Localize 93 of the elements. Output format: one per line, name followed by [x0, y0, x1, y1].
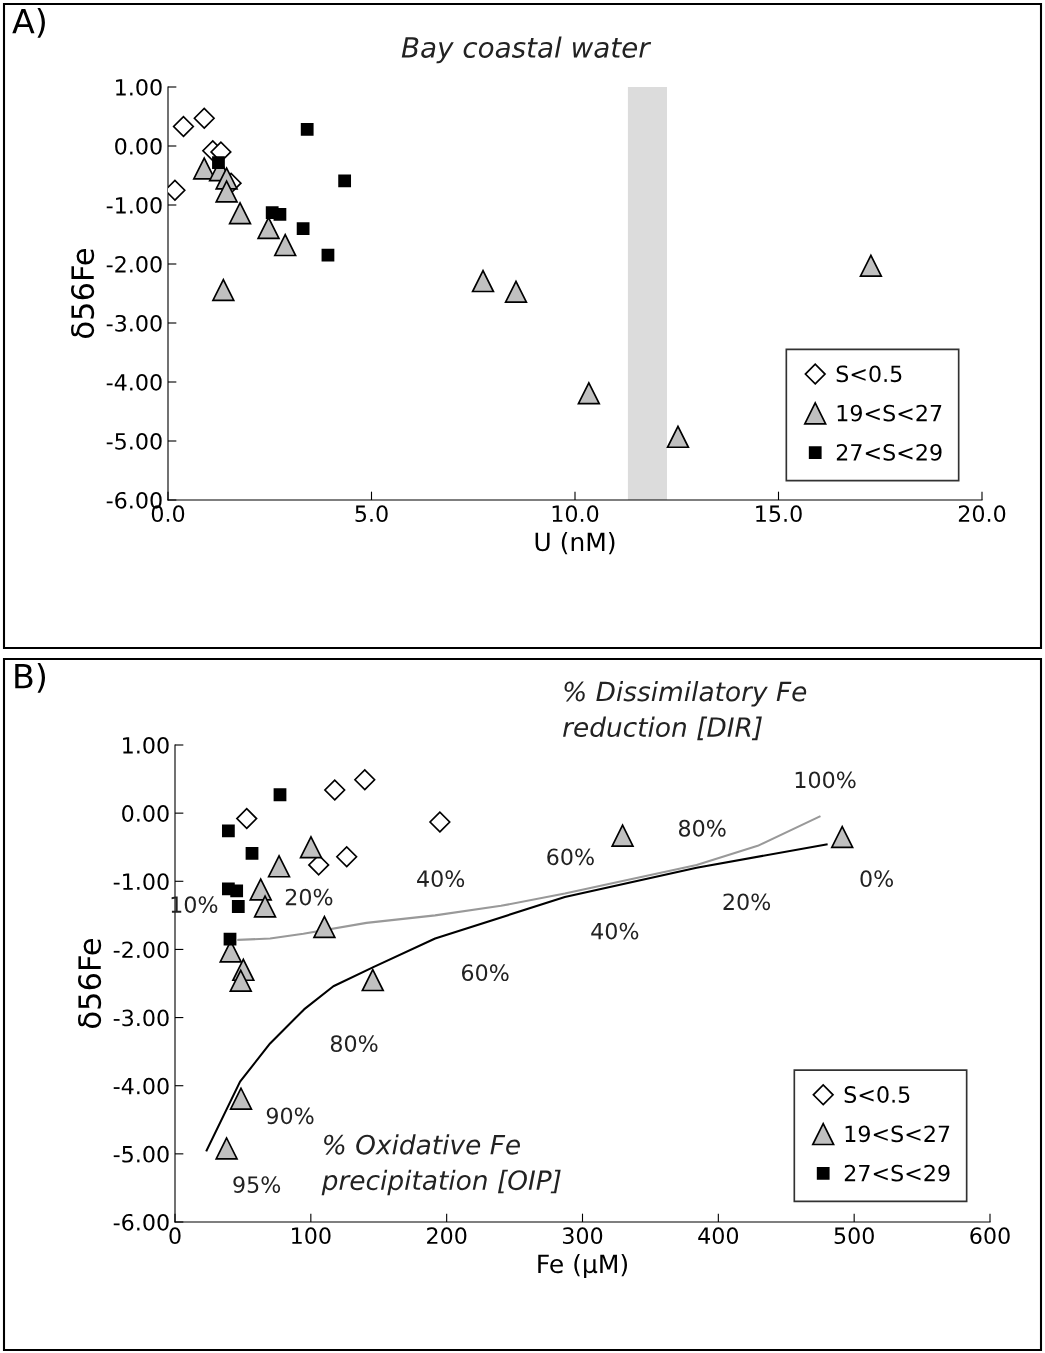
point	[215, 1137, 238, 1160]
point	[172, 115, 195, 138]
point	[236, 807, 258, 830]
point	[324, 779, 346, 801]
x-tick-label: 500	[834, 1227, 874, 1245]
x-tick-label: 600	[970, 1227, 1010, 1245]
x-tick-label: 0	[169, 1227, 181, 1245]
y-tick-label: -6.00	[113, 1213, 169, 1231]
chart-title: A)	[12, 8, 45, 38]
point	[338, 174, 352, 188]
x-axis-title: Fe (µM)	[538, 1253, 628, 1279]
point	[253, 895, 277, 918]
y-tick-label: -1.00	[113, 873, 169, 891]
x-tick-label: 5.0	[355, 505, 388, 523]
point	[228, 202, 252, 225]
point	[859, 254, 883, 278]
annotation: 20%	[285, 888, 333, 906]
annotation: 60%	[547, 848, 594, 866]
point	[230, 884, 244, 898]
y-axis-title: δ56Fe	[71, 248, 95, 338]
point	[215, 180, 238, 203]
point	[321, 248, 335, 262]
point	[273, 208, 287, 221]
legend-label: 27<S<29	[836, 443, 942, 461]
point	[577, 381, 601, 405]
legend-label: 27<S<29	[844, 1164, 950, 1182]
text: % Dissimilatory Fe reduction [DIR]	[563, 681, 807, 741]
point	[830, 825, 854, 849]
x-tick-label: 15.0	[756, 505, 802, 523]
y-tick-label: 1.00	[123, 736, 169, 754]
band-label: Bay coastal water	[401, 36, 652, 64]
x-tick-label: 20.0	[958, 505, 1006, 523]
annotation: 80%	[330, 1035, 378, 1052]
y-tick-label: -2.00	[113, 941, 169, 959]
point	[229, 1087, 253, 1110]
point	[666, 425, 690, 449]
point	[354, 769, 376, 791]
x-tick-label: 400	[698, 1227, 739, 1245]
y-tick-label: -3.00	[106, 314, 162, 332]
y-tick-label: -1.00	[106, 196, 162, 214]
point	[245, 846, 259, 860]
y-tick-label: -3.00	[113, 1009, 169, 1027]
point	[296, 222, 310, 235]
point	[313, 915, 336, 939]
point	[221, 824, 235, 838]
annotation: 0%	[860, 870, 893, 888]
annotation: 95%	[233, 1176, 281, 1194]
point	[429, 811, 451, 833]
y-axis-title: δ56Fe	[78, 938, 102, 1028]
x-tick-label: 100	[292, 1227, 331, 1245]
legend-label: 19<S<27	[837, 404, 942, 422]
point	[212, 156, 225, 169]
y-tick-label: -5.00	[106, 432, 162, 450]
point	[249, 878, 272, 901]
point	[212, 278, 235, 302]
annotation: 80%	[678, 819, 726, 837]
legend-label: S<0.5	[836, 365, 902, 383]
annotation: 90%	[266, 1107, 314, 1125]
y-tick-label: -2.00	[106, 255, 162, 273]
x-tick-label: 10.0	[552, 505, 599, 523]
legend-label: S<0.5	[844, 1086, 910, 1103]
point	[336, 846, 358, 868]
x-axis-title: U (nM)	[535, 531, 615, 555]
point	[231, 900, 245, 913]
point	[193, 107, 215, 129]
annotation: 60%	[461, 964, 509, 982]
point	[229, 969, 252, 993]
point	[223, 932, 237, 946]
point	[361, 968, 385, 992]
annotation: 20%	[723, 893, 771, 911]
point	[300, 123, 314, 136]
annotation: 40%	[417, 870, 465, 888]
point	[611, 824, 634, 847]
x-tick-label: 300	[562, 1227, 603, 1245]
point	[273, 233, 297, 257]
annotation: 100%	[795, 771, 856, 789]
annotation: % Oxidative Fe precipitation [OIP]	[321, 1134, 561, 1196]
x-tick-label: 200	[427, 1227, 467, 1245]
point	[267, 855, 291, 878]
y-tick-label: -4.00	[113, 1077, 169, 1095]
point	[471, 269, 495, 293]
chart-title: B)	[15, 663, 46, 693]
annotation: 40%	[591, 922, 639, 940]
y-tick-label: 1.00	[116, 78, 162, 96]
point	[299, 835, 323, 859]
point	[257, 216, 280, 240]
point	[273, 788, 287, 802]
y-tick-label: 0.00	[115, 137, 162, 155]
y-tick-label: 0.00	[122, 805, 169, 822]
y-tick-label: -4.00	[106, 373, 162, 391]
point	[504, 280, 528, 303]
y-tick-label: -5.00	[113, 1145, 169, 1163]
legend-label: 19<S<27	[845, 1125, 950, 1143]
